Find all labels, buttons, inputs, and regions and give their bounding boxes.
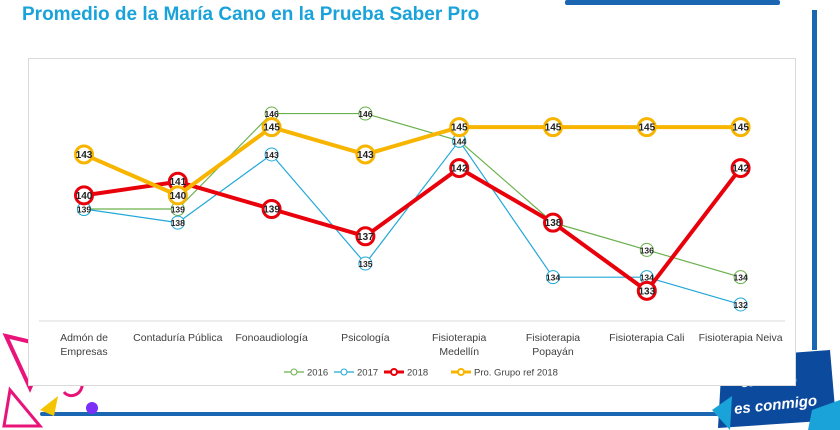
data-label: 136 — [640, 245, 654, 255]
legend-marker — [340, 368, 348, 376]
data-label: 145 — [545, 123, 562, 134]
bottom-accent-bar — [40, 412, 730, 416]
legend-label: 2017 — [357, 368, 378, 379]
data-point — [74, 185, 94, 206]
data-point — [636, 280, 657, 301]
chart-frame: Admón de Empresas Contaduría Pública Fonoau… — [28, 58, 796, 386]
x-tick-label: Fisioterapia Cali — [609, 332, 684, 344]
series-line — [83, 125, 741, 198]
legend-item-0: 2016 — [284, 368, 328, 379]
x-tick-label: Fisioterapia — [526, 332, 580, 344]
data-label: 139 — [171, 205, 185, 215]
data-label: 145 — [451, 123, 468, 134]
legend-marker — [457, 368, 465, 376]
data-label: 134 — [546, 273, 560, 283]
data-label: 143 — [265, 150, 279, 160]
data-point — [546, 270, 560, 285]
x-tick-label: Fisioterapia — [432, 332, 486, 344]
x-tick-label: Fonoaudiología — [235, 332, 308, 344]
data-label: 144 — [452, 136, 466, 146]
x-tick-label: Popayán — [532, 346, 574, 358]
data-label: 138 — [171, 218, 185, 228]
data-label: 145 — [638, 123, 655, 134]
legend-label: Pro. Grupo ref 2018 — [474, 368, 558, 379]
legend-item-2: 2018 — [384, 368, 428, 379]
x-tick-label: Admón de — [60, 332, 108, 344]
data-label: 134 — [734, 273, 748, 283]
x-tick-label: Psicología — [341, 332, 390, 344]
x-tick-label: Medellín — [439, 346, 479, 358]
data-point — [261, 199, 282, 219]
line-chart: Admón de Empresas Contaduría Pública Fonoau… — [39, 106, 785, 379]
data-label: 146 — [265, 109, 279, 119]
data-label: 145 — [263, 123, 280, 134]
legend-marker — [290, 368, 298, 376]
data-label: 143 — [76, 150, 93, 161]
data-label: 143 — [357, 150, 374, 161]
data-label: 134 — [640, 273, 654, 283]
data-label: 146 — [358, 109, 372, 119]
data-point — [639, 242, 654, 257]
legend-item-3: Pro. Grupo ref 2018 — [451, 368, 558, 379]
top-accent-bar — [565, 0, 780, 5]
data-point — [261, 117, 282, 138]
data-label: 139 — [263, 205, 280, 216]
data-label: 132 — [734, 300, 748, 310]
data-point — [733, 270, 748, 285]
data-label: 137 — [357, 232, 374, 243]
data-point — [730, 117, 751, 138]
x-tick-label: Contaduría Pública — [133, 332, 222, 344]
data-label: 138 — [545, 218, 562, 229]
data-point — [74, 144, 94, 165]
x-tick-label: Empresas — [60, 346, 107, 358]
data-label: 140 — [169, 191, 186, 202]
data-point — [449, 117, 470, 138]
data-label: 142 — [732, 164, 749, 175]
data-label: 135 — [358, 259, 372, 269]
legend-label: 2016 — [307, 368, 328, 379]
data-label: 140 — [76, 191, 93, 202]
data-point — [170, 215, 185, 230]
right-accent-bar — [812, 10, 817, 350]
data-point — [543, 117, 563, 138]
data-point — [449, 158, 470, 179]
data-point — [636, 117, 657, 138]
series-line — [84, 112, 741, 278]
data-point — [355, 226, 376, 247]
legend-item-1: 2017 — [334, 368, 378, 379]
data-label: 142 — [451, 164, 468, 175]
data-label: 145 — [732, 123, 749, 134]
data-point — [543, 212, 563, 233]
data-point — [358, 106, 373, 121]
data-point — [358, 256, 373, 271]
data-point — [733, 297, 748, 312]
data-point — [167, 185, 188, 206]
data-point — [264, 147, 279, 162]
page-title: Promedio de la María Cano en la Prueba S… — [22, 4, 480, 25]
data-label: 141 — [169, 177, 186, 188]
data-point — [355, 144, 376, 165]
data-label: 139 — [77, 205, 91, 215]
data-point — [730, 158, 751, 179]
data-label: 133 — [638, 286, 655, 297]
series-3: 143 140 145 143 145 145 145 145 — [74, 117, 751, 206]
legend-marker — [390, 368, 398, 376]
x-tick-label: Fisioterapia Neiva — [699, 332, 783, 344]
legend-label: 2018 — [407, 368, 428, 379]
